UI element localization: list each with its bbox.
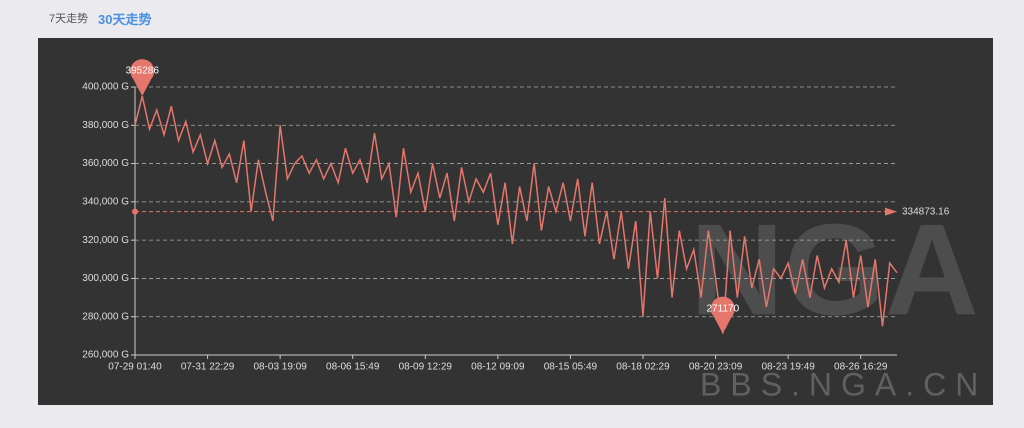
x-tick-label: 07-29 01:40	[108, 362, 162, 373]
y-tick-label: 400,000 G	[82, 82, 129, 93]
mark-label: 395286	[126, 66, 160, 77]
average-label: 334873.16	[902, 206, 950, 217]
x-tick-label: 08-23 19:49	[761, 362, 815, 373]
tab-7d[interactable]: 7天走势	[49, 13, 89, 25]
mark-label: 271170	[707, 303, 740, 314]
y-tick-label: 260,000 G	[82, 350, 129, 361]
mark-pin	[130, 59, 155, 97]
x-tick-label: 08-06 15:49	[326, 362, 380, 373]
mark-pin	[710, 296, 735, 334]
watermark-site: BBS.NGA.CN	[700, 366, 987, 402]
x-tick-label: 07-31 22:29	[181, 362, 235, 373]
tab-30d[interactable]: 30天走势	[98, 12, 152, 27]
x-tick-label: 08-12 09:09	[471, 362, 525, 373]
y-tick-label: 300,000 G	[82, 273, 129, 284]
watermark-logo: NGA	[690, 196, 979, 342]
x-tick-label: 08-18 02:29	[616, 362, 670, 373]
x-tick-label: 08-26 16:29	[834, 362, 888, 373]
y-tick-label: 380,000 G	[82, 120, 129, 131]
y-tick-label: 360,000 G	[82, 158, 129, 169]
x-tick-label: 08-15 05:49	[544, 362, 598, 373]
x-tick-label: 08-20 23:09	[689, 362, 743, 373]
price-line	[134, 95, 898, 334]
y-tick-label: 340,000 G	[82, 196, 129, 207]
y-tick-label: 280,000 G	[82, 311, 129, 322]
average-start	[132, 208, 138, 215]
x-tick-label: 08-03 19:09	[253, 362, 307, 373]
average-arrow	[885, 207, 897, 216]
x-tick-label: 08-09 12:29	[399, 362, 453, 373]
y-tick-label: 320,000 G	[82, 235, 129, 246]
